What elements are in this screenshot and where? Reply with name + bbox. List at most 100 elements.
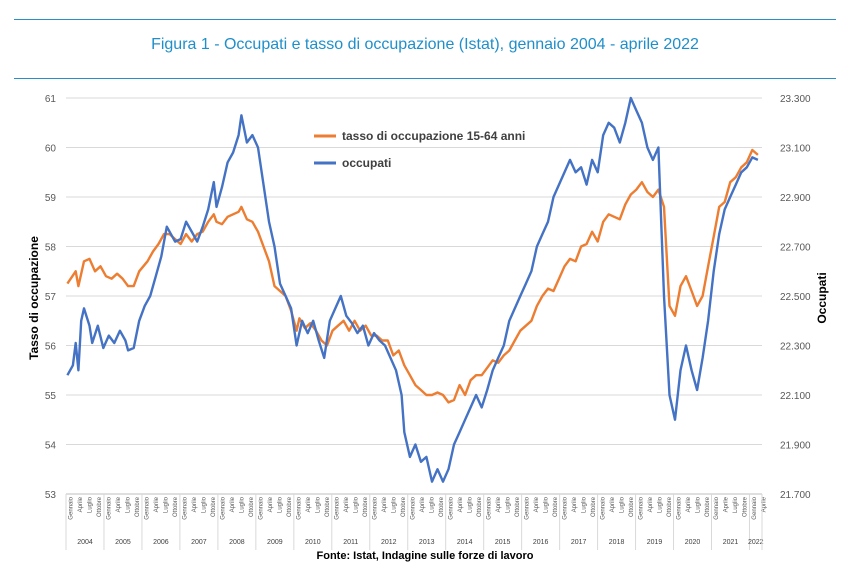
x-tick-month-label: Ottobre: [173, 496, 179, 517]
y-tick-right-label: 22.900: [780, 193, 811, 204]
x-tick-month-label: Aprile: [648, 496, 654, 512]
x-tick-year-label: 2012: [381, 539, 397, 546]
y-tick-left-label: 57: [45, 292, 57, 303]
x-tick-month-label: Ottobre: [705, 496, 711, 517]
x-tick-month-label: Aprile: [534, 496, 540, 512]
x-tick-month-label: Aprile: [192, 496, 198, 512]
x-tick-month-label: Luglio: [657, 496, 663, 513]
x-tick-month-label: Ottobre: [97, 496, 103, 517]
series-lines: [66, 96, 759, 483]
x-tick-year-label: 2022: [748, 539, 764, 546]
x-tick-month-label: Gennaio: [69, 496, 75, 519]
x-tick-year-label: 2019: [647, 539, 663, 546]
title-underline: [14, 78, 836, 79]
x-tick-month-label: Aprile: [686, 496, 692, 512]
x-tick-month-label: Aprile: [306, 496, 312, 512]
y-tick-right-label: 23.100: [780, 144, 811, 155]
x-tick-month-label: Luglio: [88, 496, 94, 513]
x-tick-year-label: 2020: [685, 539, 701, 546]
x-tick-month-label: Ottobre: [477, 496, 483, 517]
x-tick-month-label: Aprile: [154, 496, 160, 512]
x-tick-month-label: Gennaio: [448, 496, 454, 519]
x-tick-month-label: Luglio: [278, 496, 284, 513]
x-tick-month-label: Aprile: [610, 496, 616, 512]
y-ticks-right: 21.700 21.900 22.100 22.300 22.500 22.700 22.9…: [780, 94, 811, 501]
y-tick-right-label: 21.700: [780, 490, 811, 501]
x-tick-year-label: 2010: [305, 539, 321, 546]
x-tick-month-label: Aprile: [496, 496, 502, 512]
y-tick-right-label: 22.100: [780, 391, 811, 402]
series-line-occupati: [66, 96, 759, 483]
x-tick-month-label: Gennaio: [221, 496, 227, 519]
x-tick-year-label: 2015: [495, 539, 511, 546]
y-tick-right-label: 22.500: [780, 292, 811, 303]
x-tick-month-label: Luglio: [695, 496, 701, 513]
x-tick-month-label: Luglio: [164, 496, 170, 513]
x-tick-year-label: 2011: [343, 539, 358, 546]
x-tick-year-label: 2008: [229, 539, 245, 546]
x-tick-year-label: 2009: [267, 539, 283, 546]
x-tick-month-label: Ottobre: [249, 496, 255, 517]
x-tick-month-label: Aprile: [230, 496, 236, 512]
y-tick-left-label: 61: [45, 94, 57, 105]
source-note: Fonte: Istat, Indagine sulle forze di la…: [316, 550, 534, 562]
y-tick-right-label: 23.300: [780, 94, 811, 105]
y-tick-right-label: 22.300: [780, 342, 811, 353]
legend: tasso di occupazione 15-64 anni occupati: [314, 129, 525, 170]
x-tick-month-label: Luglio: [543, 496, 549, 513]
x-tick-month-label: Ottobre: [211, 496, 217, 517]
x-tick-month-label: Aprile: [762, 496, 768, 512]
y-ticks-left: 53 54 55 56 57 58 59 60 61: [45, 94, 57, 501]
x-tick-month-label: Luglio: [202, 496, 208, 513]
x-tick-year-label: 2007: [191, 539, 207, 546]
x-tick-month-label: Aprile: [420, 496, 426, 512]
x-tick-month-label: Gennaio: [524, 496, 530, 519]
y-tick-left-label: 59: [45, 193, 57, 204]
x-tick-month-label: Aprile: [458, 496, 464, 512]
figure-title: Figura 1 - Occupati e tasso di occupazio…: [151, 36, 699, 53]
x-tick-month-label: Ottobre: [515, 496, 521, 517]
x-tick-year-label: 2017: [571, 539, 587, 546]
x-tick-month-label: Gennaio: [259, 496, 265, 519]
x-tick-month-label: Luglio: [733, 496, 739, 513]
x-tick-month-label: Luglio: [240, 496, 246, 513]
top-rule: [14, 19, 836, 20]
y-tick-left-label: 55: [45, 391, 57, 402]
y-tick-left-label: 58: [45, 243, 57, 254]
x-tick-month-label: Gennaio: [676, 496, 682, 519]
y-tick-right-label: 21.900: [780, 441, 811, 452]
x-tick-month-label: Luglio: [467, 496, 473, 513]
x-tick-month-label: Aprile: [724, 496, 730, 512]
x-tick-month-label: Luglio: [619, 496, 625, 513]
x-tick-year-label: 2016: [533, 539, 549, 546]
x-tick-month-label: Gennaio: [752, 496, 758, 519]
x-tick-month-label: Ottobre: [667, 496, 673, 517]
y-tick-left-label: 53: [45, 490, 57, 501]
series-line-tasso-occupazione: [66, 148, 759, 404]
x-tick-month-label: Gennaio: [562, 496, 568, 519]
x-tick-month-label: Gennaio: [297, 496, 303, 519]
x-tick-month-label: Gennaio: [486, 496, 492, 519]
x-tick-month-label: Luglio: [316, 496, 322, 513]
x-tick-month-label: Aprile: [572, 496, 578, 512]
x-tick-month-label: Ottobre: [363, 496, 369, 517]
x-tick-year-label: 2014: [457, 539, 473, 546]
x-tick-month-label: Ottobre: [629, 496, 635, 517]
x-tick-month-label: Gennaio: [183, 496, 189, 519]
x-tick-month-label: Gennaio: [410, 496, 416, 519]
legend-label: occupati: [342, 156, 391, 170]
x-tick-year-label: 2021: [723, 539, 739, 546]
y-tick-right-label: 22.700: [780, 243, 811, 254]
x-tick-year-label: 2005: [115, 539, 131, 546]
x-tick-month-label: Gennaio: [373, 496, 379, 519]
y-axis-left-title: Tasso di occupazione: [27, 236, 41, 360]
x-tick-month-label: Aprile: [382, 496, 388, 512]
x-tick-month-label: Gennaio: [145, 496, 151, 519]
x-tick-month-label: Luglio: [354, 496, 360, 513]
x-tick-month-label: Ottobre: [287, 496, 293, 517]
x-tick-year-label: 2018: [609, 539, 625, 546]
x-tick-month-label: Luglio: [581, 496, 587, 513]
x-tick-month-label: Aprile: [116, 496, 122, 512]
x-tick-month-label: Luglio: [126, 496, 132, 513]
